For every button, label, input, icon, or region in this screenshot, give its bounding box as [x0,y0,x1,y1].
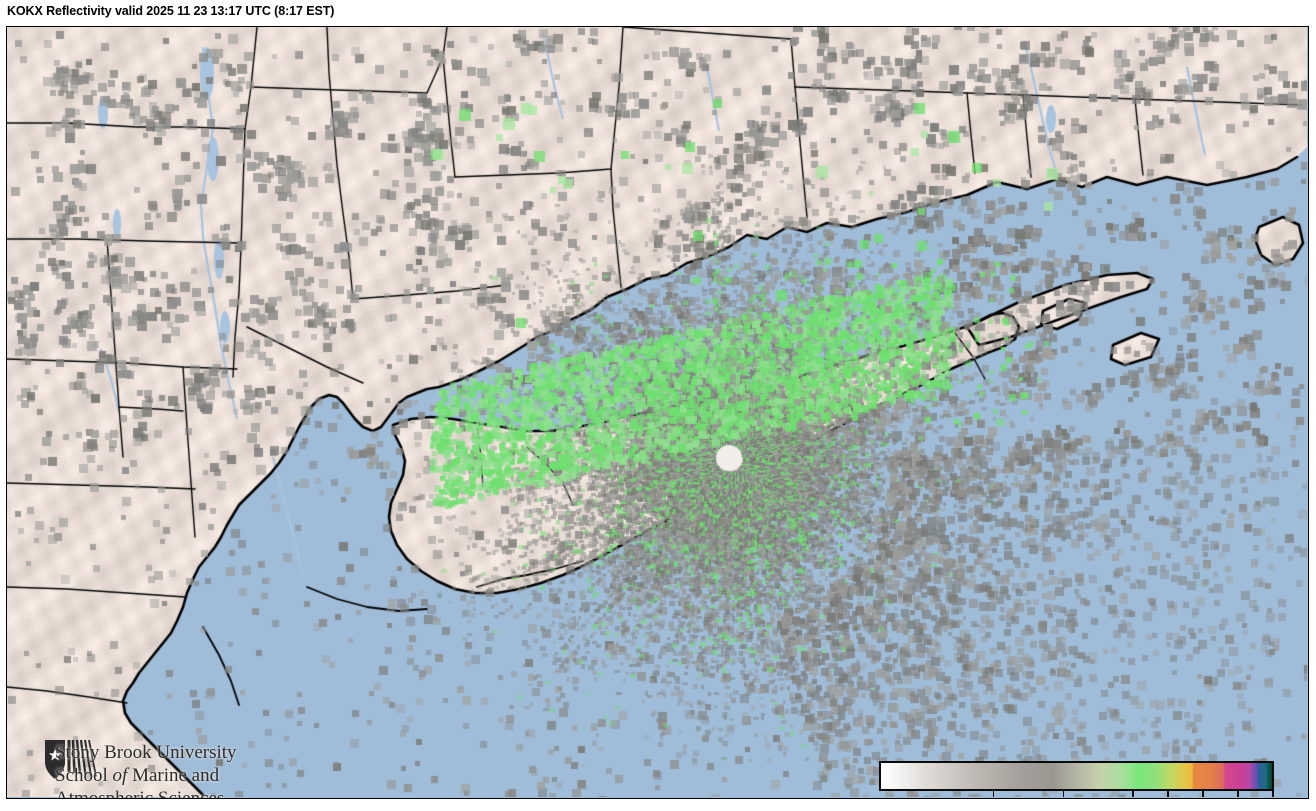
colorbar-label-20: 20 [1054,795,1071,798]
title-bar: KOKX Reflectivity valid 2025 11 23 13:17… [0,0,1316,26]
logo-line-3: Atmospheric Sciences [55,788,225,799]
logo-line-2: School of Marine and [55,764,285,787]
logo-line-2-c: Marine and [127,765,220,786]
colorbar-box [879,761,1274,791]
colorbar-label-70: 70 [1229,795,1246,798]
logo-line-1: Stony Brook University [55,742,237,763]
radar-reflectivity-overlay [7,27,1307,797]
colorbar-label-40: 40 [1124,795,1141,798]
colorbar-label-60: 60 [1194,795,1211,798]
colorbar-tick-20 [1062,791,1065,797]
colorbar-tick-70 [1237,791,1239,797]
colorbar-tick-80 [1272,791,1274,797]
logo-line-2-of: of [112,765,128,786]
colorbar-gradient [881,763,1272,789]
logo-text-block: Stony Brook University School of Marine … [55,741,285,799]
colorbar-tick-50 [1167,791,1169,797]
colorbar-tick-0 [992,791,995,797]
colorbar-label-50: 50 [1159,795,1176,798]
page-title: KOKX Reflectivity valid 2025 11 23 13:17… [7,4,335,18]
colorbar-label-80: 80 [1264,795,1281,798]
colorbar-ticks [879,791,1274,797]
colorbar-tick-labels: 0 20 40 50 60 70 80 [879,795,1281,798]
reflectivity-colorbar: 0 20 40 50 60 70 80 [873,757,1283,798]
map-frame[interactable]: Stony Brook University School of Marine … [6,26,1309,799]
colorbar-tick-40 [1132,791,1134,797]
colorbar-tick-60 [1202,791,1204,797]
logo-line-2-a: School [55,765,113,786]
colorbar-label-0: 0 [989,795,997,798]
